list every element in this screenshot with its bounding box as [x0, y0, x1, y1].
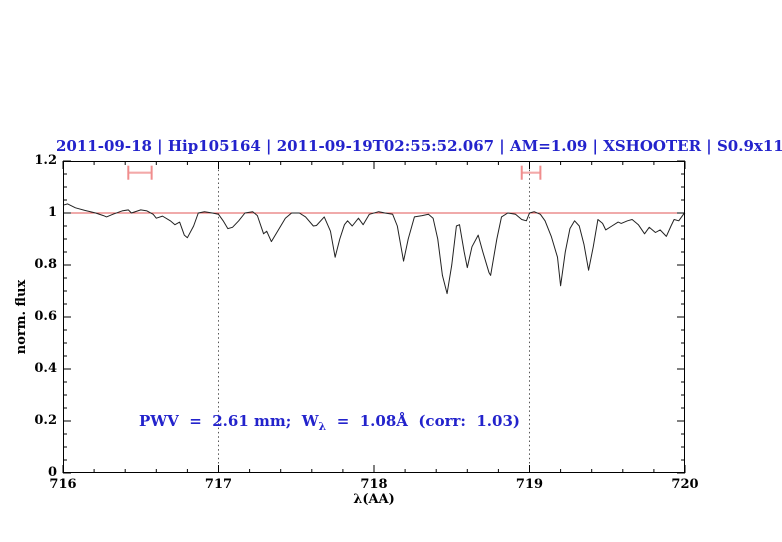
y-tick-label: 0.4: [34, 361, 57, 376]
spectrum-chart: [62, 160, 686, 474]
y-tick-label: 0: [47, 465, 57, 480]
x-tick-label: 719: [515, 477, 544, 492]
plot-title: 2011-09-18 | Hip105164 | 2011-09-19T02:5…: [56, 137, 782, 155]
pwv-annotation: PWV = 2.61 mm; Wλ = 1.08Å (corr: 1.03): [139, 412, 520, 433]
pwv-annotation-prefix: PWV = 2.61 mm; W: [139, 412, 319, 430]
x-tick-label: 716: [49, 477, 77, 492]
pwv-annotation-suffix: = 1.08Å (corr: 1.03): [326, 412, 520, 430]
spectrum-line: [62, 203, 686, 295]
y-tick-label: 0.2: [34, 413, 57, 428]
y-tick-label: 1: [47, 205, 57, 220]
pwv-annotation-lambda-subscript: λ: [318, 420, 327, 433]
y-tick-label: 0.6: [34, 309, 57, 324]
x-axis-label: λ(AA): [353, 492, 395, 507]
x-tick-label: 717: [204, 477, 233, 492]
x-tick-label: 720: [671, 477, 699, 492]
y-tick-label: 0.8: [34, 257, 57, 272]
y-tick-label: 1.2: [34, 153, 57, 168]
plot-frame: [63, 161, 685, 473]
x-tick-label: 718: [360, 477, 388, 492]
plot-area: PWV = 2.61 mm; Wλ = 1.08Å (corr: 1.03): [62, 160, 686, 474]
